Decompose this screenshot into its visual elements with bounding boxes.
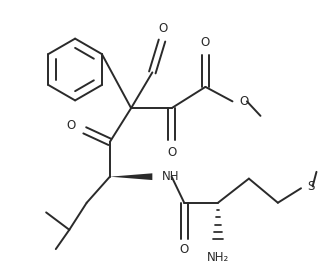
Text: NH: NH	[162, 170, 179, 183]
Text: O: O	[167, 146, 176, 159]
Text: NH₂: NH₂	[207, 251, 229, 264]
Text: O: O	[67, 119, 76, 132]
Text: O: O	[179, 242, 189, 255]
Polygon shape	[110, 173, 152, 180]
Text: O: O	[201, 36, 210, 49]
Text: O: O	[158, 23, 168, 36]
Text: O: O	[239, 95, 249, 108]
Text: S: S	[307, 180, 314, 193]
